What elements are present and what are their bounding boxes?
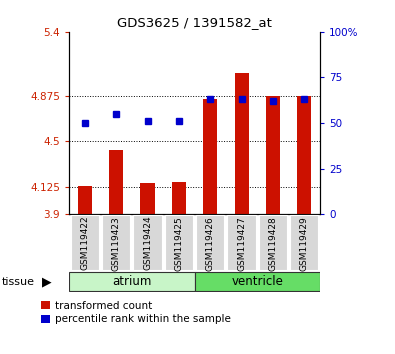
FancyBboxPatch shape bbox=[195, 272, 320, 291]
Bar bbox=[235, 73, 248, 214]
FancyBboxPatch shape bbox=[102, 215, 130, 270]
Bar bbox=[141, 183, 154, 214]
Text: GSM119426: GSM119426 bbox=[206, 216, 215, 270]
Bar bbox=[172, 182, 186, 214]
Text: GSM119425: GSM119425 bbox=[174, 216, 183, 270]
Bar bbox=[266, 96, 280, 214]
Text: GSM119422: GSM119422 bbox=[80, 216, 89, 270]
Text: tissue: tissue bbox=[2, 277, 35, 287]
Bar bbox=[109, 150, 123, 214]
FancyBboxPatch shape bbox=[134, 215, 162, 270]
FancyBboxPatch shape bbox=[196, 215, 224, 270]
Text: ▶: ▶ bbox=[42, 275, 51, 288]
FancyBboxPatch shape bbox=[290, 215, 318, 270]
Text: GDS3625 / 1391582_at: GDS3625 / 1391582_at bbox=[117, 16, 272, 29]
Text: atrium: atrium bbox=[112, 275, 152, 288]
Text: GSM119428: GSM119428 bbox=[269, 216, 277, 270]
Bar bbox=[78, 186, 92, 214]
FancyBboxPatch shape bbox=[228, 215, 256, 270]
Bar bbox=[297, 96, 311, 214]
Text: ventricle: ventricle bbox=[231, 275, 283, 288]
Text: GSM119423: GSM119423 bbox=[112, 216, 120, 270]
Text: GSM119427: GSM119427 bbox=[237, 216, 246, 270]
FancyBboxPatch shape bbox=[259, 215, 287, 270]
FancyBboxPatch shape bbox=[165, 215, 193, 270]
Legend: transformed count, percentile rank within the sample: transformed count, percentile rank withi… bbox=[41, 301, 231, 325]
Text: GSM119424: GSM119424 bbox=[143, 216, 152, 270]
FancyBboxPatch shape bbox=[69, 272, 195, 291]
Bar bbox=[203, 99, 217, 214]
Text: GSM119429: GSM119429 bbox=[300, 216, 309, 270]
FancyBboxPatch shape bbox=[71, 215, 99, 270]
